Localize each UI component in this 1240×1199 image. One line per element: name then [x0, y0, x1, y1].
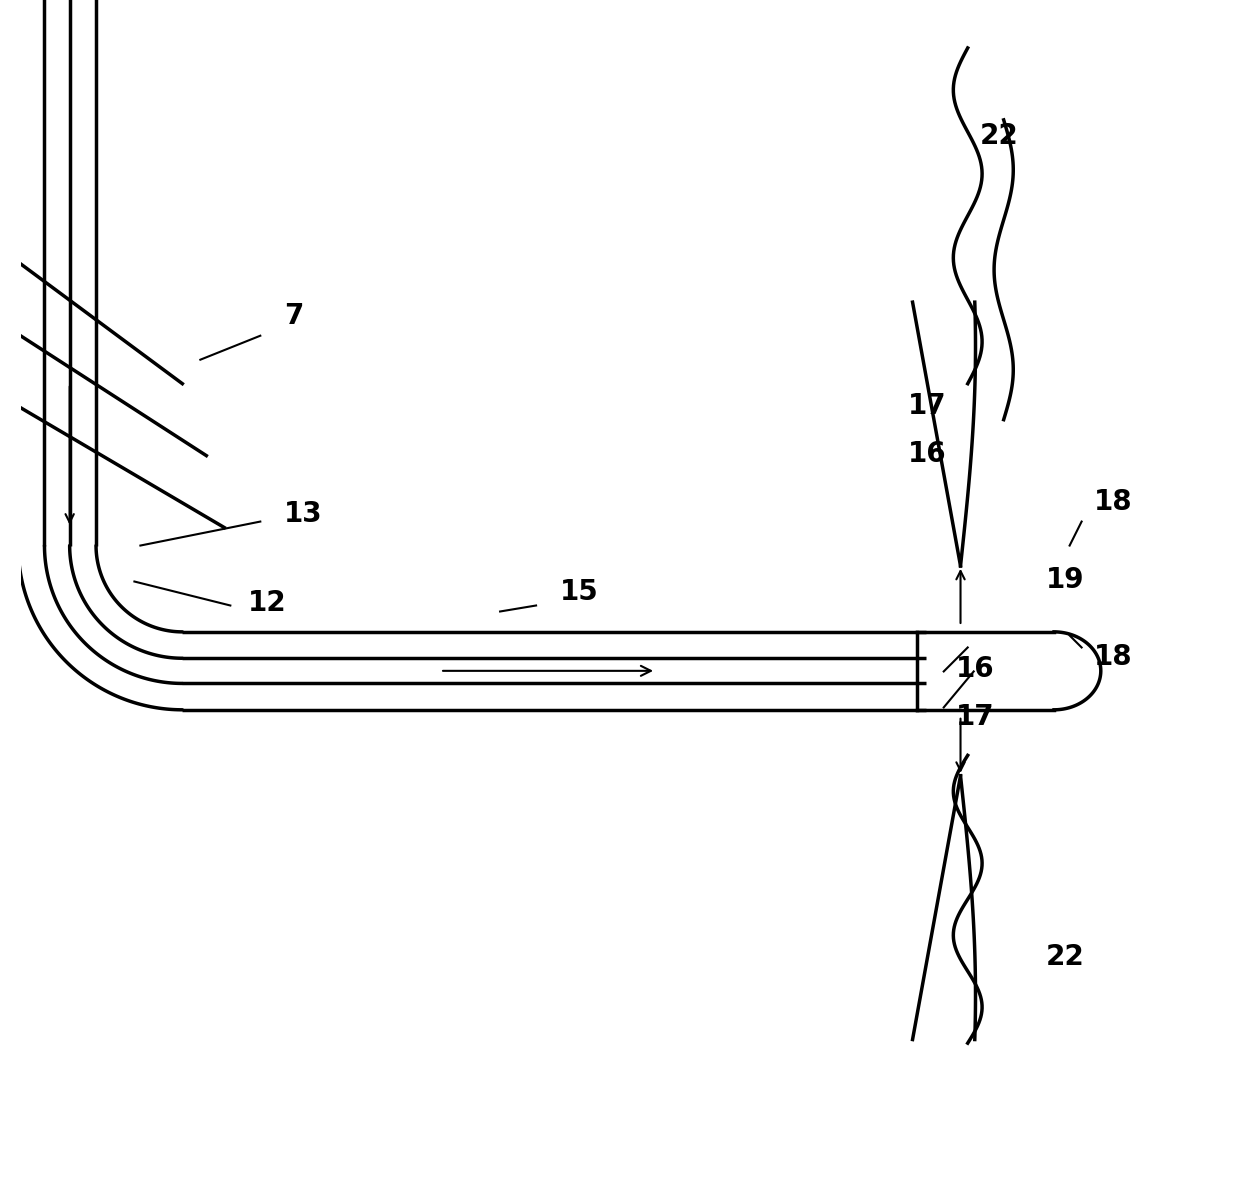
Text: 22: 22 — [980, 122, 1018, 150]
Text: 7: 7 — [284, 302, 304, 330]
Text: 18: 18 — [1094, 644, 1132, 671]
Text: 12: 12 — [248, 590, 286, 617]
Text: 13: 13 — [284, 500, 322, 528]
Text: 16: 16 — [908, 440, 946, 468]
Text: 17: 17 — [908, 392, 946, 420]
Text: 19: 19 — [1045, 566, 1084, 594]
Text: 22: 22 — [1045, 944, 1085, 971]
Text: 15: 15 — [560, 578, 599, 605]
Text: 18: 18 — [1094, 488, 1132, 516]
Text: 17: 17 — [956, 704, 994, 731]
Text: 16: 16 — [956, 656, 994, 683]
